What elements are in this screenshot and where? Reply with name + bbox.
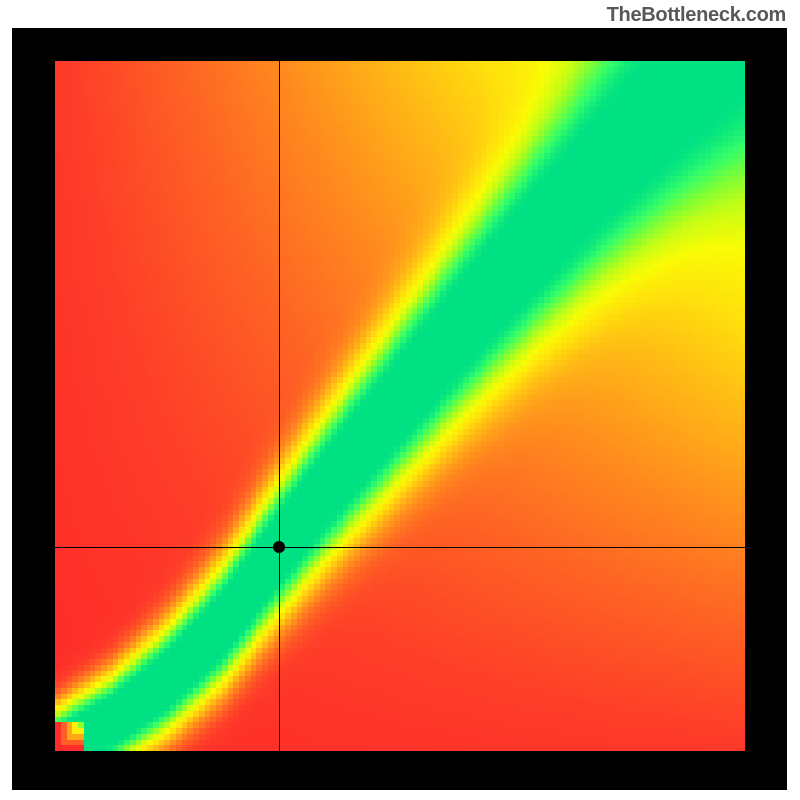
chart-frame xyxy=(12,28,787,790)
crosshair-horizontal xyxy=(55,547,745,548)
chart-container: TheBottleneck.com xyxy=(0,0,800,800)
marker-dot xyxy=(273,541,285,553)
heatmap-canvas xyxy=(55,61,745,751)
watermark-text: TheBottleneck.com xyxy=(607,4,786,27)
crosshair-vertical xyxy=(279,61,280,751)
plot-area xyxy=(55,61,745,751)
